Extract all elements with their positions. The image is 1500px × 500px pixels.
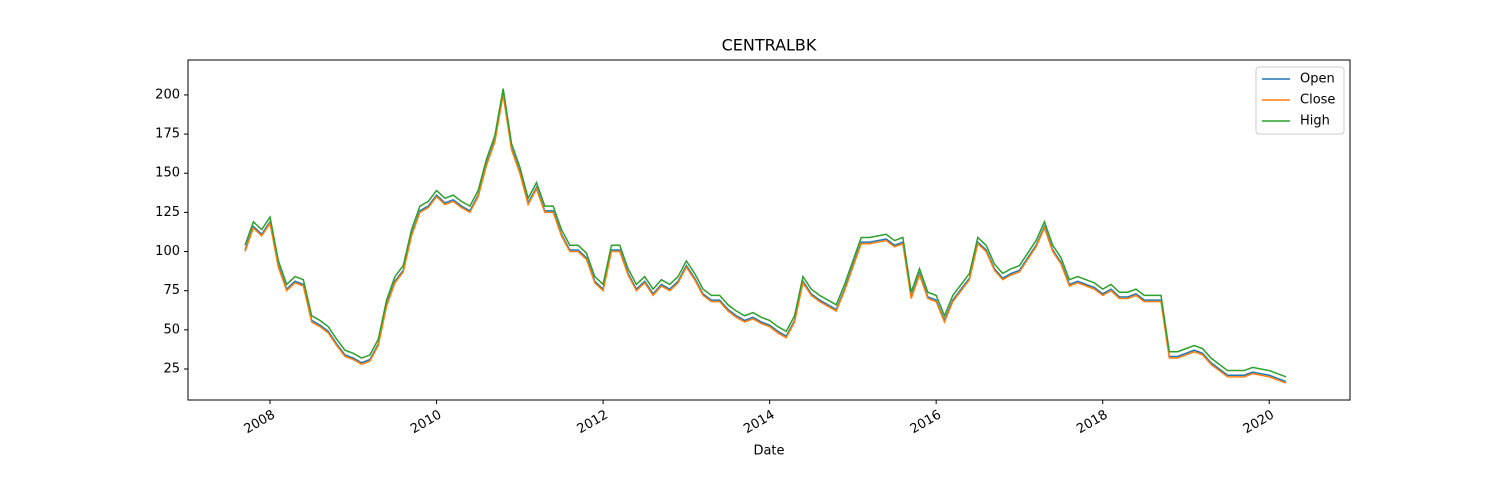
x-tick-label: 2020	[1241, 408, 1277, 438]
x-tick-label: 2016	[908, 408, 944, 438]
y-tick-label: 50	[163, 322, 180, 337]
x-axis-label: Date	[753, 444, 784, 459]
legend-label: High	[1300, 114, 1330, 129]
chart-title: CENTRALBK	[722, 36, 817, 55]
series-line	[244, 93, 1287, 383]
y-tick-label: 175	[155, 127, 180, 142]
x-tick-label: 2010	[408, 408, 444, 438]
legend-box	[1255, 66, 1345, 135]
y-tick-label: 25	[163, 361, 180, 376]
legend-label: Close	[1300, 93, 1335, 108]
y-tick-label: 200	[155, 87, 180, 102]
y-tick-label: 150	[155, 166, 180, 181]
y-tick-label: 75	[163, 283, 180, 298]
series-line	[244, 94, 1287, 384]
legend-label: Open	[1300, 72, 1335, 87]
y-tick-label: 100	[155, 244, 180, 259]
x-tick-label: 2012	[575, 408, 611, 438]
x-tick-label: 2014	[741, 408, 777, 438]
y-tick-label: 125	[155, 205, 180, 220]
series-line	[244, 88, 1287, 378]
x-tick-label: 2018	[1074, 408, 1110, 438]
x-tick-label: 2008	[242, 408, 278, 438]
plot-frame	[187, 59, 1351, 401]
